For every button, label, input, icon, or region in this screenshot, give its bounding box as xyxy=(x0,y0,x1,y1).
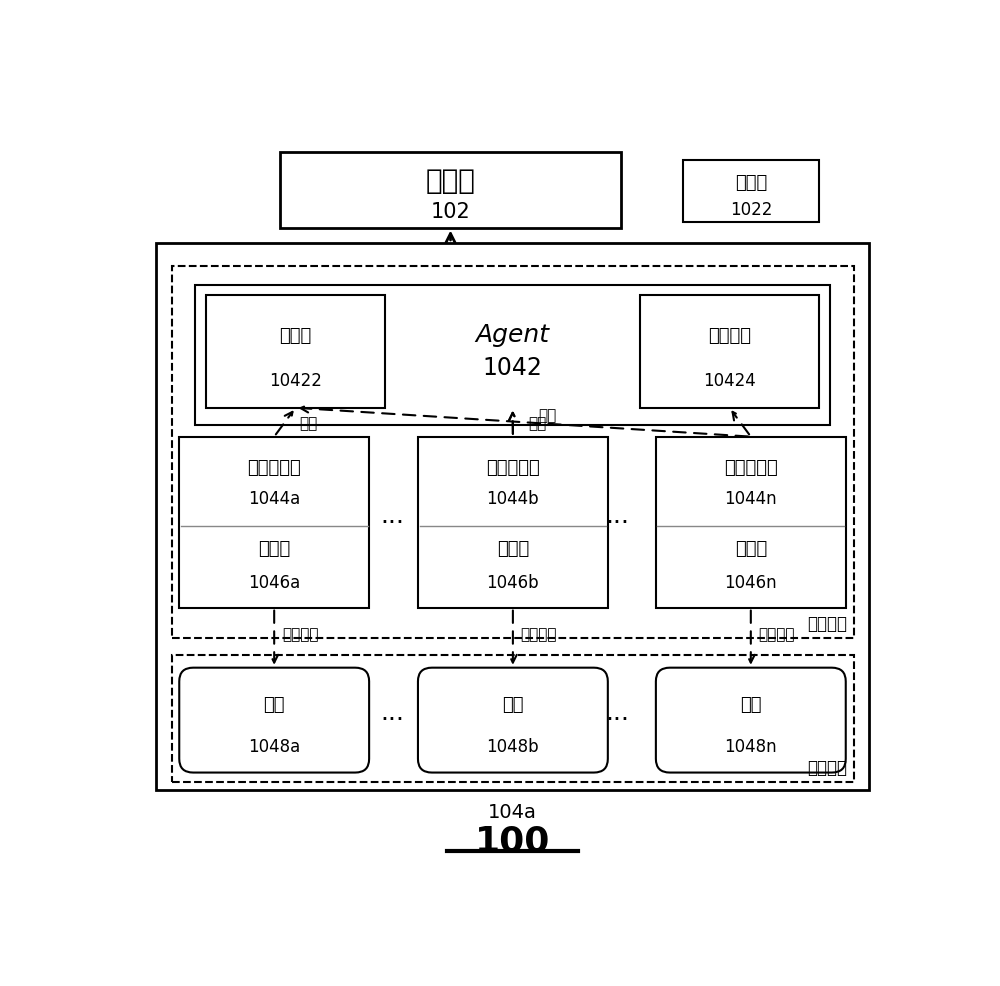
FancyBboxPatch shape xyxy=(179,668,369,773)
Text: 数据管理器: 数据管理器 xyxy=(724,458,778,477)
Text: 100: 100 xyxy=(475,824,550,858)
Text: 注册器: 注册器 xyxy=(279,326,312,344)
Text: 定时器: 定时器 xyxy=(735,539,767,557)
FancyBboxPatch shape xyxy=(418,668,608,773)
Text: 1048b: 1048b xyxy=(487,738,539,755)
Text: 1048a: 1048a xyxy=(248,738,300,755)
Text: 系统调用: 系统调用 xyxy=(521,627,557,642)
Text: 10422: 10422 xyxy=(269,372,322,389)
FancyBboxPatch shape xyxy=(195,285,830,426)
FancyBboxPatch shape xyxy=(656,437,846,608)
Text: 1046b: 1046b xyxy=(487,574,539,592)
Text: 用户空间: 用户空间 xyxy=(807,614,847,632)
FancyBboxPatch shape xyxy=(156,244,869,790)
Text: ···: ··· xyxy=(605,510,629,534)
FancyBboxPatch shape xyxy=(640,296,819,408)
Text: 1046a: 1046a xyxy=(248,574,300,592)
Text: 1044a: 1044a xyxy=(248,490,300,508)
Text: 云平台: 云平台 xyxy=(426,167,475,194)
Text: Agent: Agent xyxy=(476,322,550,347)
FancyBboxPatch shape xyxy=(206,296,385,408)
Text: ···: ··· xyxy=(380,708,404,732)
Text: ···: ··· xyxy=(380,510,404,534)
Text: 10424: 10424 xyxy=(703,372,756,389)
Text: 1022: 1022 xyxy=(730,200,772,218)
Text: 系统调用: 系统调用 xyxy=(759,627,795,642)
Text: 1046n: 1046n xyxy=(725,574,777,592)
Text: 定时器: 定时器 xyxy=(258,539,290,557)
Text: 内核空间: 内核空间 xyxy=(807,758,847,777)
Text: 物模型: 物模型 xyxy=(735,174,767,191)
Text: 102: 102 xyxy=(431,202,470,222)
Text: 1044b: 1044b xyxy=(487,490,539,508)
Text: 守护进程: 守护进程 xyxy=(708,326,751,344)
Text: 注册: 注册 xyxy=(528,415,547,430)
Text: 数据管理器: 数据管理器 xyxy=(247,458,301,477)
Text: 1044n: 1044n xyxy=(725,490,777,508)
Text: ···: ··· xyxy=(605,708,629,732)
Text: 注册: 注册 xyxy=(539,407,557,423)
FancyBboxPatch shape xyxy=(179,437,369,608)
Text: 数据: 数据 xyxy=(502,696,524,714)
Text: 数据管理器: 数据管理器 xyxy=(486,458,540,477)
Text: 数据: 数据 xyxy=(263,696,285,714)
Text: 104a: 104a xyxy=(488,802,537,821)
FancyBboxPatch shape xyxy=(172,655,854,783)
FancyBboxPatch shape xyxy=(683,161,819,223)
Text: 数据: 数据 xyxy=(740,696,762,714)
FancyBboxPatch shape xyxy=(172,266,854,638)
FancyBboxPatch shape xyxy=(418,437,608,608)
FancyBboxPatch shape xyxy=(656,668,846,773)
FancyBboxPatch shape xyxy=(280,153,621,229)
Text: 1042: 1042 xyxy=(483,355,542,380)
Text: 注册: 注册 xyxy=(299,415,318,430)
Text: 定时器: 定时器 xyxy=(497,539,529,557)
Text: 1048n: 1048n xyxy=(725,738,777,755)
Text: 系统调用: 系统调用 xyxy=(282,627,318,642)
